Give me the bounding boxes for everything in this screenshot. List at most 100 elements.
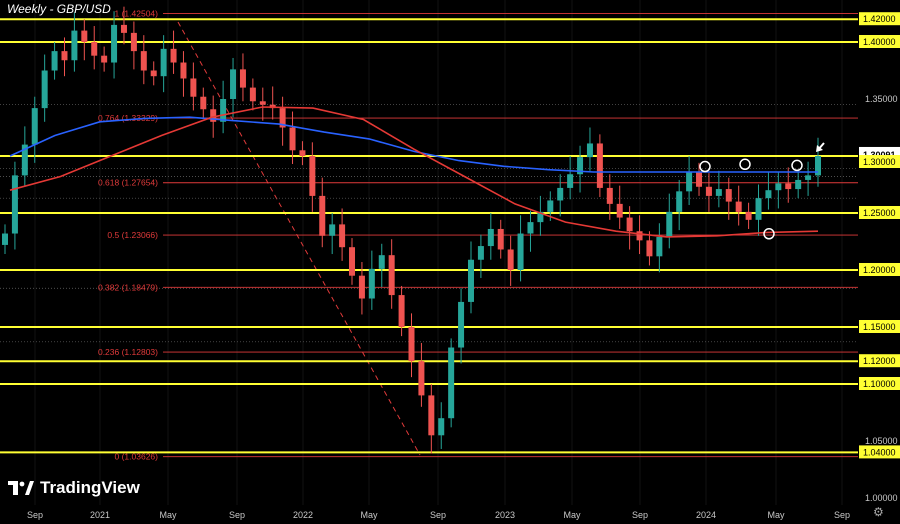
candle-body [745,211,752,220]
candle-body [735,201,742,212]
candle-body [259,101,266,105]
candle-body [140,51,147,71]
candle-body [21,144,28,176]
price-level-label: 1.12000 [863,356,896,366]
chart-title: Weekly - GBP/USD [7,2,111,16]
candle-body [586,143,593,158]
circle-markers [699,158,803,240]
circle-marker [699,160,711,173]
price-level-label: 1.25000 [863,208,896,218]
candle-body [487,228,494,247]
fib-level-label: 0.236 (1.12803) [98,347,158,357]
x-tick-label: May [767,510,785,520]
candle-body [170,48,177,63]
price-axis-label: 1.05000 [865,436,898,446]
candle-body [269,104,276,109]
x-tick-label: 2023 [495,510,515,520]
candle-body [418,361,425,396]
candle-body [2,233,8,245]
time-axis[interactable]: Sep 2021 May Sep 2022 May Sep 2023 May Sep 2024 May… [27,510,850,520]
grid-lines [34,0,843,505]
tradingview-logo-icon [8,481,34,495]
fib-level-label: 0.764 (1.33329) [98,113,158,123]
candle-body [557,187,564,201]
candle-body [666,211,673,237]
circle-marker [763,228,775,240]
candle-body [61,51,68,61]
price-level-tag [859,12,900,26]
sr-levels [0,18,858,454]
candle-body [210,109,217,122]
candle-body [596,143,603,188]
price-axis-label: 1.35000 [865,94,898,104]
candle-body [368,268,375,299]
ma-blue-line [9,116,818,173]
candle-body [686,171,693,192]
candle-body [497,228,504,250]
x-tick-label: 2022 [293,510,313,520]
candle-body [378,255,385,269]
candle-body [349,247,356,276]
moving-averages [9,106,819,238]
candle-body [606,187,613,204]
candle-body [339,224,346,248]
fib-level-label: 0.618 (1.27654) [98,178,158,188]
price-level-label: 1.04000 [863,447,896,457]
candle-body [81,30,88,42]
candle-body [448,347,455,419]
ma-red-line [9,106,819,238]
candle-body [507,249,514,270]
candle-body [190,78,197,97]
candle-body [120,24,127,33]
candle-body [537,211,544,223]
candle-body [249,87,256,102]
candle-body [130,32,137,52]
fib-level-label: 1 (1.42504) [115,8,159,18]
candle-body [458,301,465,348]
candle-body [101,55,108,63]
candle-body [547,200,554,212]
candle-body [577,157,584,175]
pointer-arrow-icon [816,142,825,152]
candle-body [775,183,782,191]
candle-body [329,224,336,236]
x-tick-label: 2021 [90,510,110,520]
x-tick-label: Sep [430,510,446,520]
candle-body [200,96,207,110]
candle-body [705,186,712,196]
x-tick-label: 2024 [696,510,716,520]
candle-body [527,222,534,234]
candle-body [785,183,792,190]
gear-icon[interactable]: ⚙ [873,505,884,519]
candle-body [230,69,237,99]
circle-marker [791,159,803,172]
fib-level-label: 0 (1.03626) [115,452,159,462]
fib-level-label: 0.5 (1.23066) [107,230,158,240]
price-level-tag [859,263,900,276]
candle-body [636,231,643,241]
price-level-label: 1.10000 [863,379,896,389]
candle-body [805,175,812,180]
candle-body [299,150,306,156]
candle-body [795,179,802,190]
candle-body [71,30,78,61]
candle-body [696,171,703,187]
candle-body [477,246,484,260]
price-level-label: 1.40000 [863,37,896,47]
price-level-tag [859,377,900,390]
candle-body [388,255,395,296]
candlesticks [2,6,821,454]
candle-body [358,275,365,299]
candle-body [31,108,38,145]
candle-body [646,240,653,257]
candle-body [180,62,187,79]
candle-body [239,69,246,88]
candle-body [715,189,722,196]
candle-body [725,189,732,202]
candle-body [428,395,435,436]
price-level-label: 1.30000 [863,157,896,167]
candle-body [309,156,316,196]
